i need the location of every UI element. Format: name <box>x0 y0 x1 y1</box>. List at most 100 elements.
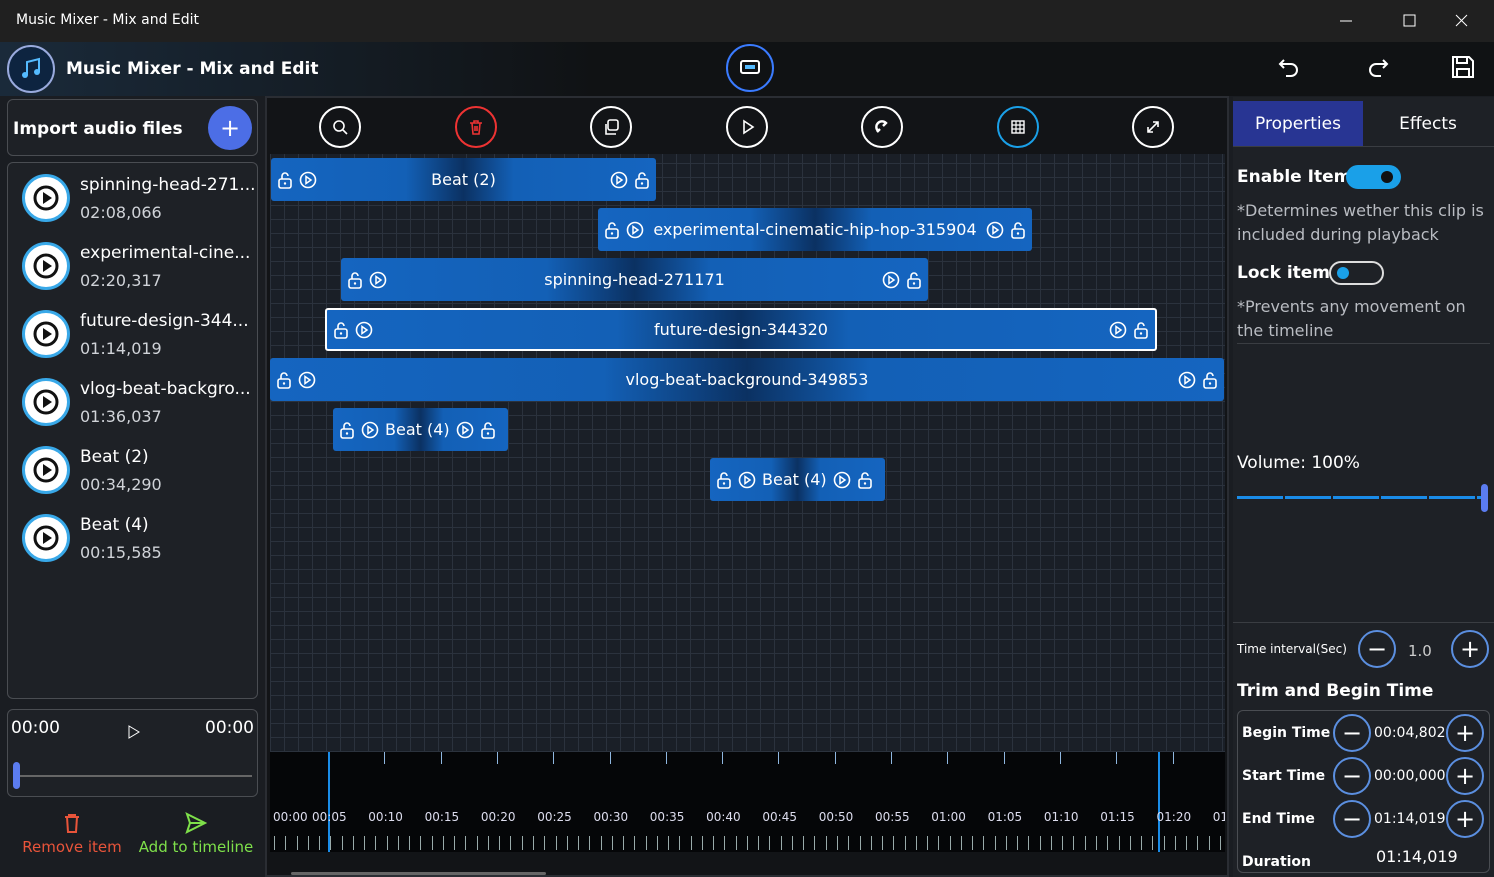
timeline-clip[interactable]: spinning-head-271171 <box>341 258 928 301</box>
remove-button[interactable]: Remove item <box>10 812 134 856</box>
trim-plus[interactable]: + <box>1446 757 1484 795</box>
duplicate-tool-glyph <box>605 119 619 135</box>
timeline-clip[interactable]: Beat (4) <box>710 458 885 501</box>
grid-tool[interactable] <box>996 106 1039 148</box>
clip-play[interactable] <box>1109 321 1127 339</box>
clip-play[interactable] <box>626 221 644 239</box>
ruler-label: 00:40 <box>706 810 741 824</box>
volume-thumb[interactable] <box>1481 484 1488 512</box>
add-icon <box>185 812 208 834</box>
file-item[interactable]: vlog-beat-backgro... 01:36,037 <box>8 367 257 435</box>
ruler-label: 01:05 <box>987 810 1023 824</box>
interval-label: Time interval(Sec) <box>1237 642 1347 656</box>
clip-lock[interactable] <box>277 171 293 189</box>
trim-minus[interactable]: − <box>1333 757 1371 795</box>
clip-play[interactable] <box>882 271 900 289</box>
clip-play[interactable] <box>1178 371 1196 389</box>
search-tool[interactable] <box>319 106 361 148</box>
minor-tick <box>431 836 433 850</box>
trim-value: 01:14,019 <box>1374 811 1446 827</box>
tab-effects[interactable]: Effects <box>1399 113 1457 134</box>
clip-lock[interactable] <box>857 471 873 489</box>
duplicate-tool[interactable] <box>590 106 632 148</box>
save-button[interactable] <box>1451 55 1475 79</box>
clip-lock[interactable] <box>1202 371 1218 389</box>
file-item[interactable]: Beat (4) 00:15,585 <box>8 503 257 571</box>
lock-toggle[interactable] <box>1329 261 1384 285</box>
clip-play[interactable] <box>986 221 1004 239</box>
minor-tick <box>904 836 906 850</box>
preview-play[interactable] <box>127 725 141 739</box>
play-tool[interactable] <box>725 106 768 148</box>
file-item[interactable]: Beat (2) 00:34,290 <box>8 435 257 503</box>
clip-lock[interactable] <box>634 171 650 189</box>
clip-play[interactable] <box>361 421 379 439</box>
h-scrollbar[interactable] <box>291 872 546 875</box>
view-toggle[interactable] <box>726 44 774 92</box>
enable-toggle[interactable] <box>1346 165 1401 189</box>
interval-minus[interactable]: − <box>1358 630 1396 668</box>
clip-play[interactable] <box>298 371 316 389</box>
clip-play[interactable] <box>738 471 756 489</box>
clip-lock[interactable] <box>276 371 292 389</box>
timeline-clip[interactable]: Beat (2) <box>271 158 656 201</box>
clip-play[interactable] <box>369 271 387 289</box>
file-item[interactable]: future-design-344... 01:14,019 <box>8 299 257 367</box>
redo-button[interactable] <box>1367 56 1389 78</box>
seek-thumb[interactable] <box>13 762 20 789</box>
minor-tick <box>1141 836 1143 850</box>
clip-play[interactable] <box>355 321 373 339</box>
interval-plus[interactable]: + <box>1451 630 1489 668</box>
trim-minus[interactable]: − <box>1333 714 1371 752</box>
clip-lock-glyph <box>278 171 292 189</box>
add-button[interactable]: Add to timeline <box>136 812 256 856</box>
ruler-label: 01:00 <box>931 810 966 824</box>
clip-lock[interactable] <box>906 271 922 289</box>
clip-lock[interactable] <box>333 321 349 339</box>
snap-tool[interactable] <box>861 106 903 148</box>
clip-play[interactable] <box>833 471 851 489</box>
delete-tool[interactable] <box>454 106 497 148</box>
seek-track[interactable] <box>16 775 252 777</box>
timeline-clip[interactable]: Beat (4) <box>333 408 508 451</box>
window-controls[interactable] <box>1340 12 1480 30</box>
timeline-clip[interactable]: future-design-344320 <box>325 308 1157 351</box>
trim-plus[interactable]: + <box>1446 800 1484 838</box>
timeline-panel: Beat (2) experimental-cinematic-hip-hop-3… <box>265 96 1229 877</box>
clip-lock[interactable] <box>347 271 363 289</box>
timeline-clip[interactable]: experimental-cinematic-hip-hop-315904 <box>598 208 1032 251</box>
enable-label: Enable Item <box>1237 167 1352 187</box>
minor-tick <box>837 836 838 850</box>
file-item[interactable]: spinning-head-271... 02:08,066 <box>8 163 257 231</box>
file-item[interactable]: experimental-cine... 02:20,317 <box>8 231 257 299</box>
major-tick <box>440 752 442 764</box>
minor-tick <box>319 836 321 850</box>
clip-play[interactable] <box>456 421 474 439</box>
minor-tick <box>701 836 703 850</box>
fit-tool[interactable] <box>1132 106 1174 148</box>
volume-slider[interactable] <box>1237 496 1485 499</box>
import-button[interactable]: + <box>208 106 252 150</box>
ruler-label: 00:00 <box>273 810 308 824</box>
trim-plus[interactable]: + <box>1446 714 1484 752</box>
trim-minus[interactable]: − <box>1333 800 1371 838</box>
minor-tick <box>1107 836 1109 850</box>
trim-label: Begin Time <box>1242 725 1331 741</box>
clip-play[interactable] <box>610 171 628 189</box>
tab-properties[interactable]: Properties <box>1233 101 1363 146</box>
ruler-label: 00:10 <box>368 810 403 824</box>
clip-play[interactable] <box>299 171 317 189</box>
clip-lock[interactable] <box>1133 321 1149 339</box>
clip-lock[interactable] <box>339 421 355 439</box>
clip-lock[interactable] <box>604 221 620 239</box>
minor-tick <box>476 836 478 850</box>
clip-lock-glyph <box>480 421 495 439</box>
clip-lock[interactable] <box>1010 221 1026 239</box>
clip-lock-glyph <box>334 321 348 339</box>
clip-lock[interactable] <box>480 421 496 439</box>
timeline-clip[interactable]: vlog-beat-background-349853 <box>270 358 1224 401</box>
undo-button[interactable] <box>1278 56 1300 78</box>
clip-lock[interactable] <box>716 471 732 489</box>
minor-tick <box>972 836 974 850</box>
